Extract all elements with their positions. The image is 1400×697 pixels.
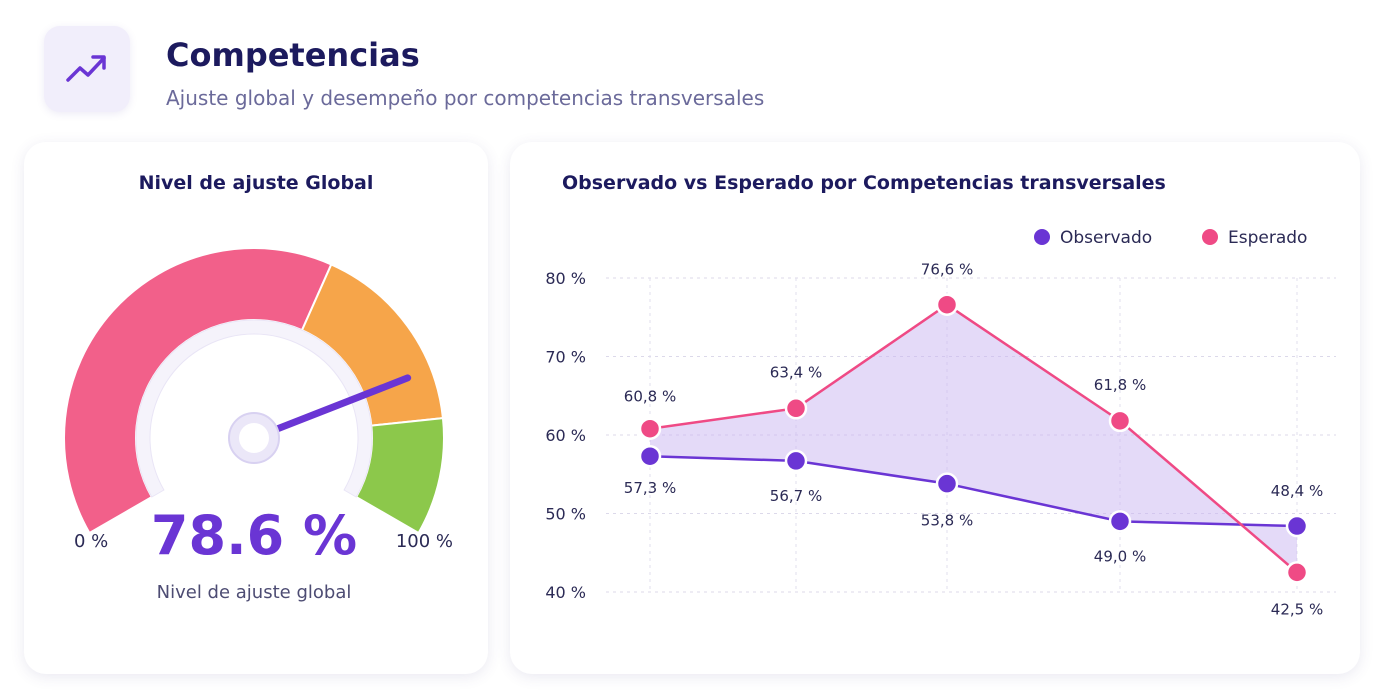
gauge-needle	[250, 374, 412, 442]
esperado-legend-label: Esperado	[1228, 228, 1307, 248]
esperado-data-label: 76,6 %	[921, 261, 973, 279]
observado-point	[935, 472, 959, 495]
gap-area	[650, 304, 1297, 573]
observado-legend-label: Observado	[1060, 228, 1152, 248]
gauge-segment-1	[63, 246, 333, 535]
observado-data-label: 57,3 %	[624, 479, 676, 497]
esperado-point	[784, 397, 808, 420]
observado-data-label: 53,8 %	[921, 512, 973, 530]
page-header: Competencias Ajuste global y desempeño p…	[44, 26, 944, 116]
observado-legend-marker	[1034, 229, 1050, 245]
gauge-min-label: 0 %	[74, 531, 108, 552]
y-tick-label: 40 %	[545, 583, 586, 602]
gauge-card: Nivel de ajuste Global 0 % 100 % 78.6 % …	[24, 142, 488, 674]
line-chart-card: Observado vs Esperado por Competencias t…	[510, 142, 1360, 674]
trending-up-icon	[44, 26, 130, 112]
observado-data-label: 48,4 %	[1271, 482, 1323, 500]
esperado-data-label: 63,4 %	[770, 363, 822, 381]
esperado-data-label: 60,8 %	[624, 388, 676, 406]
gauge-value: 78.6 %	[151, 504, 357, 567]
esperado-point	[1108, 409, 1132, 433]
gauge-hub-center	[239, 423, 269, 453]
observado-point	[1285, 514, 1309, 538]
y-tick-label: 80 %	[545, 269, 586, 288]
gauge-inner-ring	[135, 319, 373, 498]
observado-data-label: 56,7 %	[770, 487, 822, 505]
gauge-chart: 0 % 100 % 78.6 % Nivel de ajuste global	[63, 246, 453, 603]
y-tick-label: 60 %	[545, 426, 586, 445]
y-tick-label: 50 %	[545, 505, 586, 524]
page-title: Competencias	[166, 36, 420, 74]
esperado-legend-marker	[1202, 229, 1218, 245]
line-chart: 40 % 50 % 60 % 70 % 80 % 57,3 % 56,7 % 53,8 % 4…	[545, 228, 1336, 618]
esperado-point	[638, 417, 662, 440]
y-tick-label: 70 %	[545, 348, 586, 367]
observado-point	[784, 449, 808, 473]
gauge-title: Nivel de ajuste Global	[138, 172, 374, 194]
page-subtitle: Ajuste global y desempeño por competenci…	[166, 86, 765, 110]
esperado-point	[1285, 561, 1309, 584]
observado-point	[638, 444, 662, 468]
observado-point	[1108, 510, 1132, 533]
esperado-data-label: 61,8 %	[1094, 376, 1146, 394]
gauge-caption: Nivel de ajuste global	[157, 582, 352, 603]
esperado-data-label: 42,5 %	[1271, 600, 1323, 618]
line-chart-title: Observado vs Esperado por Competencias t…	[562, 172, 1166, 194]
esperado-point	[935, 293, 959, 316]
gauge-max-label: 100 %	[396, 531, 453, 552]
observado-data-label: 49,0 %	[1094, 547, 1146, 565]
